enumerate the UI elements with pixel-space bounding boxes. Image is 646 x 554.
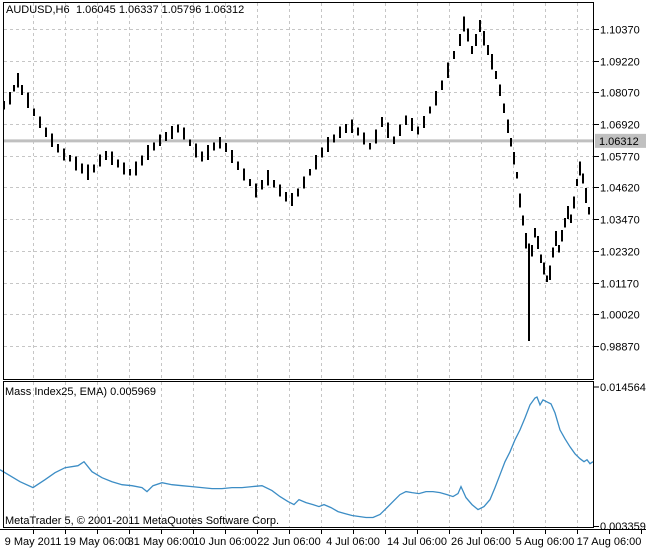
price-tick-label: 1.06920 (600, 120, 640, 132)
indicator-name-label: Mass Index25, EMA) 0.005969 (5, 386, 156, 398)
symbol-timeframe-label: AUDUSD,H6 (6, 4, 70, 16)
indicator-pane[interactable] (3, 381, 594, 528)
current-price-label-text: 1.06312 (599, 136, 639, 148)
price-tick-label: 1.00020 (600, 310, 640, 322)
price-tick-label: 1.10370 (600, 25, 640, 37)
price-tick-label: 1.09220 (600, 57, 640, 69)
price-tick-label: 1.08070 (600, 88, 640, 100)
indicator-max-label: 0.014564 (600, 382, 646, 394)
copyright-label: MetaTrader 5, © 2001-2011 MetaQuotes Sof… (5, 515, 279, 527)
indicator-min-label: 0.003359 (600, 521, 646, 533)
time-tick-label: 10 Jun 06:00 (193, 536, 257, 548)
time-tick-label: 19 May 06:00 (64, 536, 131, 548)
current-price-label-bg (595, 133, 646, 148)
main-grid (4, 3, 593, 379)
time-tick-label: 17 Aug 06:00 (577, 536, 642, 548)
time-tick-label: 5 Aug 06:00 (516, 536, 575, 548)
time-tick-label: 31 May 06:00 (128, 536, 195, 548)
time-tick-label: 26 Jul 06:00 (451, 536, 511, 548)
current-price-label: 1.06312 (595, 133, 646, 148)
time-tick-label: 22 Jun 06:00 (257, 536, 321, 548)
price-bars (3, 16, 590, 341)
indicator-axis[interactable]: 0.014564 0.003359 (593, 382, 646, 533)
price-tick-label: 0.98870 (600, 342, 640, 354)
pane-borders (0, 2, 646, 530)
time-tick-label: 4 Jul 06:00 (326, 536, 380, 548)
price-tick-label: 1.03470 (600, 215, 640, 227)
mass-index-line (0, 396, 594, 519)
price-axis[interactable]: 1.10370 1.09220 1.08070 1.06920 1.05770 1.046… (593, 25, 640, 354)
time-tick-label: 14 Jul 06:00 (387, 536, 447, 548)
ohlc-values-label: 1.06045 1.06337 1.05796 1.06312 (76, 4, 244, 16)
time-tick-label: 9 May 2011 (5, 536, 62, 548)
price-tick-label: 1.02320 (600, 247, 640, 259)
price-tick-label: 1.05770 (600, 152, 640, 164)
price-tick-label: 1.04620 (600, 183, 640, 195)
main-chart-pane[interactable] (3, 2, 594, 380)
price-tick-label: 1.01170 (600, 279, 639, 291)
indicator-grid (33, 382, 578, 527)
